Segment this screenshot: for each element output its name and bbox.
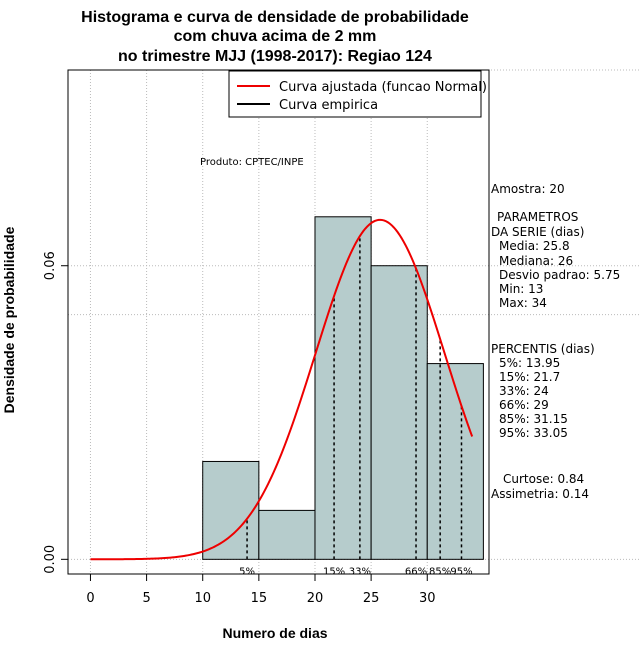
histogram-bars (202, 216, 484, 560)
percentile-label-5: 95% (450, 566, 472, 577)
percentil-95: 95%: 33.05 (499, 426, 568, 440)
y-axis-title: Densidade de probabilidade (1, 226, 17, 413)
percentile-label-0: 5% (239, 566, 255, 577)
param-media: Media: 25.8 (499, 239, 570, 253)
x-axis-title: Numero de dias (222, 625, 327, 641)
percentile-label-4: 85% (429, 566, 451, 577)
histogram-bar-1 (258, 509, 316, 560)
legend-box (228, 70, 482, 118)
percentil-5: 5%: 13.95 (499, 356, 560, 370)
stats-panel: Amostra: 20 PARAMETROS DA SERIE (dias) M… (491, 182, 620, 501)
percentile-label-3: 66% (405, 566, 427, 577)
percentile-label-1: 15% (323, 566, 345, 577)
percentil-33: 33%: 24 (499, 384, 549, 398)
percentis-title: PERCENTIS (dias) (491, 342, 595, 356)
chart-title-line-2: com chuva acima de 2 mm (174, 28, 377, 45)
legend-label-empirical: Curva empirica (279, 98, 378, 113)
x-tick-label-6: 30 (419, 591, 436, 606)
x-tick-label-4: 20 (307, 591, 324, 606)
x-tick-label-2: 10 (194, 591, 211, 606)
percentile-label-2: 33% (349, 566, 371, 577)
normal-curve (90, 218, 474, 561)
param-mediana: Mediana: 26 (499, 254, 573, 268)
param-min: Min: 13 (499, 282, 543, 296)
x-axis: 0 5 10 15 20 25 30 (86, 573, 436, 606)
histogram-bar-0 (202, 460, 260, 560)
percentile-labels: 5% 15% 33% 66% 85% 95% (239, 566, 472, 577)
x-tick-label-5: 25 (363, 591, 380, 606)
stat-amostra: Amostra: 20 (491, 182, 565, 196)
y-tick-label-0: 0.00 (43, 545, 58, 574)
x-tick-label-1: 5 (142, 591, 150, 606)
y-tick-label-1: 0.06 (43, 251, 58, 280)
histogram-bar-3 (370, 265, 428, 560)
chart-title-line-3: no trimestre MJJ (1998-2017): Regiao 124 (118, 48, 432, 65)
percentil-85: 85%: 31.15 (499, 412, 568, 426)
percentil-66: 66%: 29 (499, 398, 549, 412)
params-title: PARAMETROS (497, 210, 578, 224)
legend-label-normal: Curva ajustada (funcao Normal) (279, 80, 487, 95)
param-max: Max: 34 (499, 296, 547, 310)
histogram-bar-4 (426, 363, 484, 560)
y-axis: 0.00 0.06 (43, 251, 69, 574)
stat-curtose: Curtose: 0.84 (503, 472, 584, 486)
legend: Curva ajustada (funcao Normal) Curva emp… (228, 70, 487, 118)
x-tick-label-3: 15 (251, 591, 268, 606)
histogram-bar-2 (314, 216, 372, 560)
stat-assimetria: Assimetria: 0.14 (491, 487, 589, 501)
params-subtitle: DA SERIE (dias) (491, 225, 584, 239)
percentile-lines (246, 236, 463, 560)
percentil-15: 15%: 21.7 (499, 370, 560, 384)
product-annotation: Produto: CPTEC/INPE (200, 157, 304, 168)
chart-title-line-1: Histograma e curva de densidade de proba… (81, 9, 469, 26)
normal-curve-path (90, 218, 474, 561)
param-desvio: Desvio padrao: 5.75 (499, 268, 620, 282)
x-tick-label-0: 0 (86, 591, 94, 606)
